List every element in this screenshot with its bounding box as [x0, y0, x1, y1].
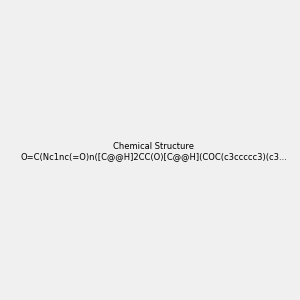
Text: Chemical Structure
O=C(Nc1nc(=O)n([C@@H]2CC(O)[C@@H](COC(c3ccccc3)(c3...: Chemical Structure O=C(Nc1nc(=O)n([C@@H]… — [20, 142, 287, 161]
